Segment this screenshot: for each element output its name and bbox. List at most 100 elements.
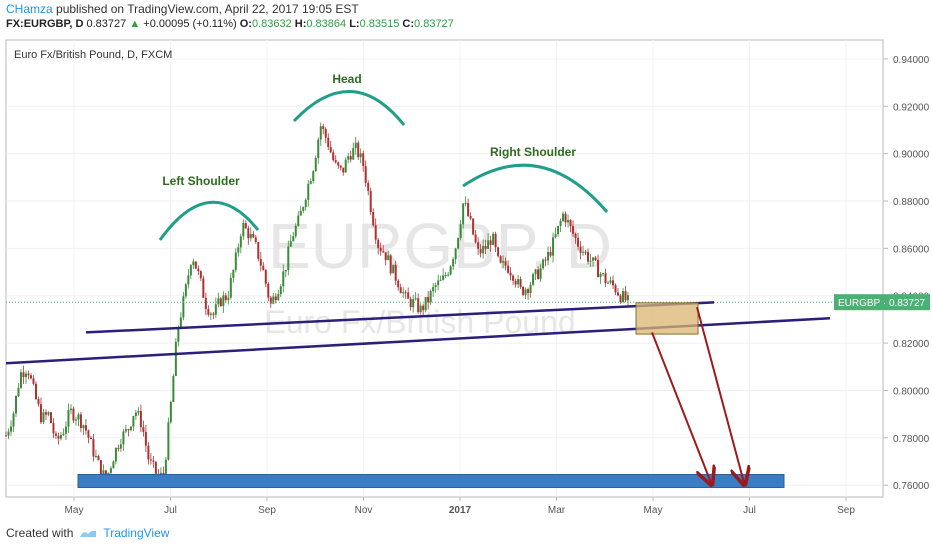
candle-body <box>452 259 455 267</box>
candle-body <box>277 294 280 301</box>
candle-body <box>594 257 597 261</box>
candle-body <box>49 412 52 424</box>
candle-body <box>102 470 105 477</box>
candle-body <box>187 275 190 285</box>
low-value: 0.83515 <box>359 18 400 30</box>
created-with-label: Created with <box>6 526 74 540</box>
candle-body <box>589 260 592 262</box>
candle-body <box>5 435 7 437</box>
candle-body <box>212 313 215 315</box>
candle-body <box>494 233 497 248</box>
candle-body <box>44 412 47 415</box>
candle-body <box>269 297 272 304</box>
candle-body <box>544 259 547 261</box>
candle-body <box>244 223 247 229</box>
candle-body <box>464 203 467 205</box>
candle-body <box>492 233 495 245</box>
candle-body <box>369 190 372 213</box>
candle-body <box>454 248 457 260</box>
candle-body <box>142 427 145 432</box>
up-triangle-icon: ▲ <box>129 18 141 30</box>
candle-body <box>612 280 615 286</box>
candle-body <box>192 261 195 266</box>
y-tick-label: 0.94000 <box>893 55 930 66</box>
grid <box>6 40 883 497</box>
candle-body <box>514 280 517 285</box>
candle-body <box>89 437 92 440</box>
candle-body <box>599 273 602 278</box>
candle-body <box>134 412 137 417</box>
candle-body <box>617 292 620 296</box>
candle-body <box>87 430 90 438</box>
y-tick-label: 0.80000 <box>893 386 930 397</box>
candle-body <box>72 408 75 421</box>
candle-body <box>147 445 150 460</box>
candle-body <box>384 252 387 261</box>
candle-body <box>474 234 477 243</box>
tradingview-logo-icon <box>80 530 97 537</box>
candle-body <box>337 162 340 166</box>
ohlc-legend: FX:EURGBP, D 0.83727 ▲ +0.00095 (+0.11%)… <box>6 18 454 30</box>
tradingview-link[interactable]: TradingView <box>103 526 170 540</box>
candle-body <box>382 251 385 253</box>
candle-body <box>314 157 317 172</box>
candle-body <box>282 271 285 287</box>
candle-body <box>237 247 240 253</box>
candle-body <box>19 372 22 388</box>
candle-body <box>509 272 512 276</box>
candle-body <box>62 433 65 436</box>
price-change: +0.00095 (+0.11%) <box>143 18 237 30</box>
candle-body <box>339 165 342 168</box>
candle-body <box>194 261 197 269</box>
candle-body <box>312 171 315 182</box>
low-label: L: <box>349 18 360 30</box>
candle-body <box>359 153 362 158</box>
candle-body <box>344 159 347 173</box>
candle-body <box>124 429 127 432</box>
candle-body <box>567 220 570 223</box>
x-tick-label: Sep <box>258 505 276 516</box>
candle-body <box>179 317 182 327</box>
candle-body <box>334 160 337 163</box>
candle-body <box>532 274 535 285</box>
candle-body <box>47 412 50 415</box>
candle-body <box>364 166 367 183</box>
candle-body <box>172 376 175 403</box>
candle-body <box>154 461 157 474</box>
candle-body <box>32 378 35 384</box>
candle-body <box>462 203 465 225</box>
candle-body <box>584 251 587 253</box>
candle-body <box>512 275 515 281</box>
candle-body <box>77 414 80 420</box>
right-shoulder-arc <box>462 163 609 213</box>
candle-body <box>319 126 322 140</box>
upper-trendline <box>85 301 715 334</box>
candle-body <box>224 295 227 301</box>
candle-body <box>522 286 525 295</box>
open-value: 0.83632 <box>251 18 292 30</box>
candle-body <box>284 270 287 272</box>
x-axis: May Jul Sep Nov 2017 Mar May Jul Sep <box>65 497 855 516</box>
candle-body <box>34 383 37 400</box>
candle-body <box>309 181 312 184</box>
projection-arrow-1 <box>651 332 711 482</box>
target-support-zone <box>77 474 785 489</box>
candle-body <box>529 284 532 294</box>
candle-body <box>432 286 435 292</box>
candle-body <box>439 279 442 281</box>
candle-body <box>324 128 327 138</box>
candle-body <box>404 292 407 294</box>
candle-body <box>397 280 400 288</box>
candle-body <box>469 216 472 219</box>
candle-body <box>572 226 575 234</box>
candle-body <box>569 220 572 227</box>
author-name[interactable]: CHamza <box>6 2 53 16</box>
candle-body <box>459 224 462 238</box>
head-label: Head <box>332 72 361 86</box>
candle-body <box>52 423 55 434</box>
x-tick-label: Nov <box>355 505 373 516</box>
candle-body <box>109 468 112 473</box>
candle-body <box>299 210 302 216</box>
candle-body <box>402 292 405 294</box>
